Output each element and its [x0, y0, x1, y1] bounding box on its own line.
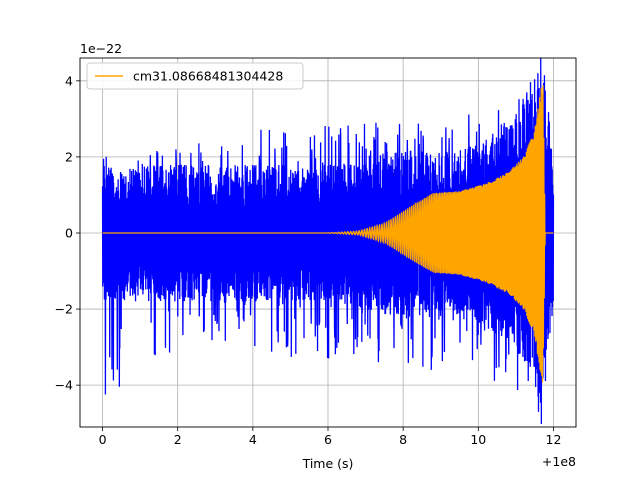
y-offset-text: 1e−22 [80, 41, 122, 56]
x-axis-label: Time (s) [302, 456, 354, 471]
legend: cm31.08668481304428 [86, 62, 304, 90]
y-tick-label: −2 [55, 302, 73, 317]
y-tick-label: 2 [65, 149, 73, 164]
x-tick-label: 4 [249, 432, 257, 447]
x-tick-label: 2 [174, 432, 182, 447]
ticks: 0 2 4 6 8 10 12 −4 −2 0 2 4 [55, 73, 562, 447]
x-tick-label: 0 [99, 432, 107, 447]
series-layer [101, 57, 555, 424]
legend-box [86, 62, 304, 90]
x-tick-label: 12 [546, 432, 562, 447]
series-line-template-signal [102, 85, 554, 383]
y-tick-label: −4 [55, 378, 73, 393]
x-offset-text: +1e8 [542, 454, 576, 469]
x-tick-label: 10 [470, 432, 486, 447]
y-tick-label: 4 [65, 73, 73, 88]
y-tick-label: 0 [65, 225, 73, 240]
x-tick-label: 8 [399, 432, 407, 447]
x-tick-label: 6 [324, 432, 332, 447]
legend-label-template: cm31.08668481304428 [133, 69, 283, 84]
